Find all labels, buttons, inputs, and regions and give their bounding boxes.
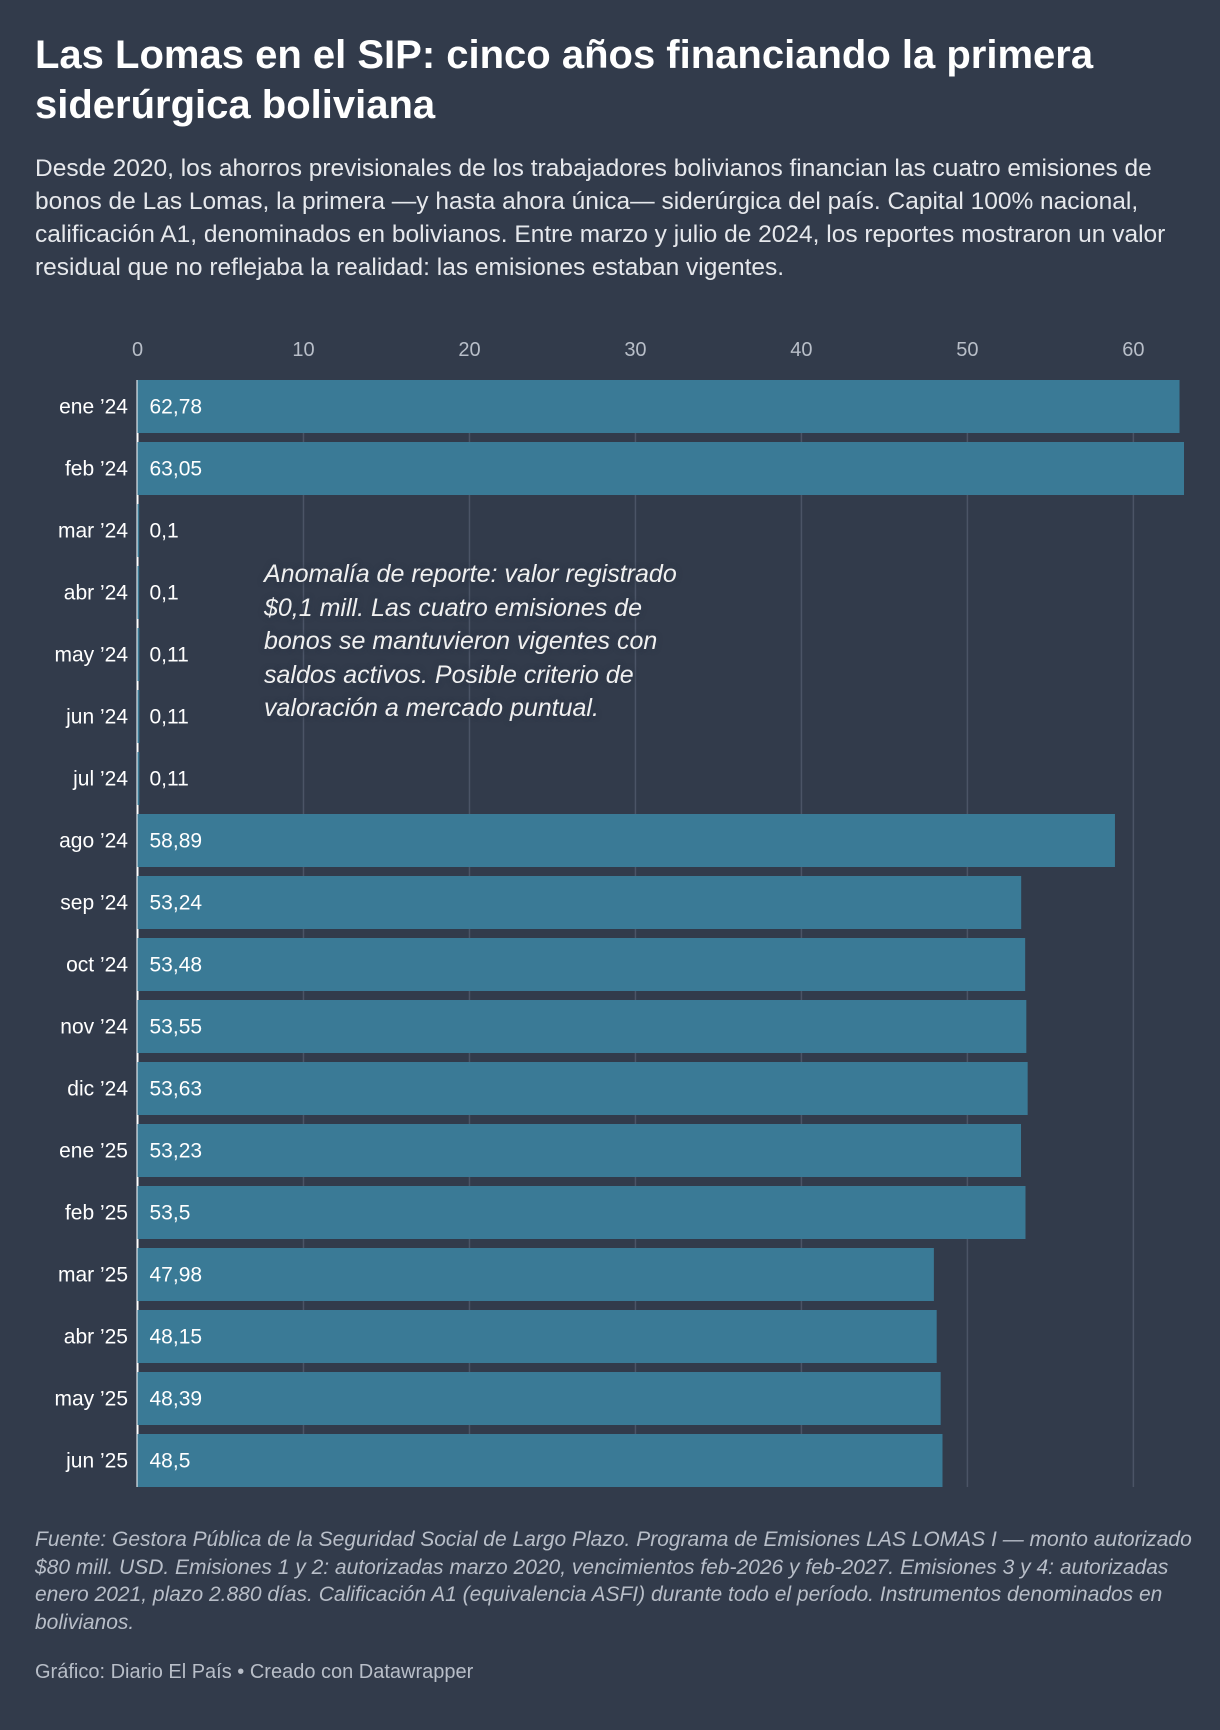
bar-14 bbox=[137, 1248, 934, 1301]
bar-4 bbox=[137, 628, 140, 681]
category-label-10: nov ’24 bbox=[60, 1016, 128, 1039]
chart-description: Desde 2020, los ahorros previsionales de… bbox=[35, 155, 1166, 281]
bar-16 bbox=[137, 1372, 941, 1425]
value-label-16: 48,39 bbox=[150, 1388, 203, 1411]
bar-7 bbox=[137, 814, 1115, 867]
category-label-14: mar ’25 bbox=[58, 1264, 128, 1287]
value-label-2: 0,1 bbox=[150, 520, 179, 543]
value-label-14: 47,98 bbox=[150, 1264, 203, 1287]
value-label-3: 0,1 bbox=[150, 582, 179, 605]
category-label-11: dic ’24 bbox=[67, 1078, 128, 1101]
x-tick-label-30: 30 bbox=[624, 339, 646, 361]
x-tick-label-60: 60 bbox=[1122, 339, 1144, 361]
bar-8 bbox=[137, 876, 1022, 929]
category-label-9: oct ’24 bbox=[66, 954, 128, 977]
category-label-7: ago ’24 bbox=[59, 830, 128, 853]
gridlines bbox=[136, 380, 1135, 1487]
bar-chart: 0 10 20 30 40 50 60 ene ’24 62,78 feb ’24 63,05 mar… bbox=[54, 339, 1184, 1487]
value-label-10: 53,55 bbox=[150, 1016, 203, 1039]
bar-0 bbox=[137, 380, 1180, 433]
x-tick-label-20: 20 bbox=[458, 339, 480, 361]
value-label-0: 62,78 bbox=[150, 396, 203, 419]
bar-3 bbox=[137, 566, 140, 619]
value-label-13: 53,5 bbox=[150, 1202, 191, 1225]
value-label-7: 58,89 bbox=[150, 830, 203, 853]
value-label-17: 48,5 bbox=[150, 1450, 191, 1473]
category-label-4: may ’24 bbox=[54, 644, 128, 667]
bar-1 bbox=[137, 442, 1184, 495]
category-label-3: abr ’24 bbox=[64, 582, 129, 605]
value-label-4: 0,11 bbox=[150, 644, 189, 667]
value-label-6: 0,11 bbox=[150, 768, 189, 791]
x-tick-label-40: 40 bbox=[790, 339, 812, 361]
value-label-5: 0,11 bbox=[150, 706, 189, 729]
category-label-1: feb ’24 bbox=[65, 458, 128, 481]
labels: 0 10 20 30 40 50 60 ene ’24 62,78 feb ’24 63,05 mar… bbox=[54, 339, 1144, 1473]
category-label-2: mar ’24 bbox=[58, 520, 128, 543]
bar-12 bbox=[137, 1124, 1022, 1177]
x-tick-label-0: 0 bbox=[132, 339, 143, 361]
bar-13 bbox=[137, 1186, 1026, 1239]
source-note: Fuente: Gestora Pública de la Seguridad … bbox=[35, 1528, 1192, 1634]
bar-5 bbox=[137, 690, 140, 743]
bar-11 bbox=[137, 1062, 1028, 1115]
value-label-1: 63,05 bbox=[150, 458, 203, 481]
category-label-0: ene ’24 bbox=[59, 396, 128, 419]
bar-2 bbox=[137, 504, 140, 557]
category-label-6: jul ’24 bbox=[72, 768, 128, 791]
category-label-16: may ’25 bbox=[54, 1388, 128, 1411]
chart-title: Las Lomas en el SIP: cinco años financia… bbox=[35, 33, 1094, 127]
credit-line: Gráfico: Diario El País • Creado con Dat… bbox=[35, 1661, 474, 1683]
value-label-9: 53,48 bbox=[150, 954, 203, 977]
category-label-15: abr ’25 bbox=[64, 1326, 128, 1349]
value-label-8: 53,24 bbox=[150, 892, 203, 915]
bar-10 bbox=[137, 1000, 1027, 1053]
bars bbox=[137, 380, 1184, 1487]
category-label-5: jun ’24 bbox=[65, 706, 128, 729]
x-tick-label-10: 10 bbox=[292, 339, 314, 361]
bar-6 bbox=[137, 752, 140, 805]
category-label-13: feb ’25 bbox=[65, 1202, 128, 1225]
bar-17 bbox=[137, 1434, 943, 1487]
category-label-8: sep ’24 bbox=[60, 892, 128, 915]
bar-15 bbox=[137, 1310, 937, 1363]
value-label-15: 48,15 bbox=[150, 1326, 203, 1349]
value-label-11: 53,63 bbox=[150, 1078, 203, 1101]
anomaly-annotation: Anomalía de reporte: valor registrado $0… bbox=[264, 560, 677, 722]
bar-9 bbox=[137, 938, 1026, 991]
value-label-12: 53,23 bbox=[150, 1140, 203, 1163]
category-label-12: ene ’25 bbox=[59, 1140, 128, 1163]
category-label-17: jun ’25 bbox=[65, 1450, 128, 1473]
x-tick-label-50: 50 bbox=[956, 339, 978, 361]
